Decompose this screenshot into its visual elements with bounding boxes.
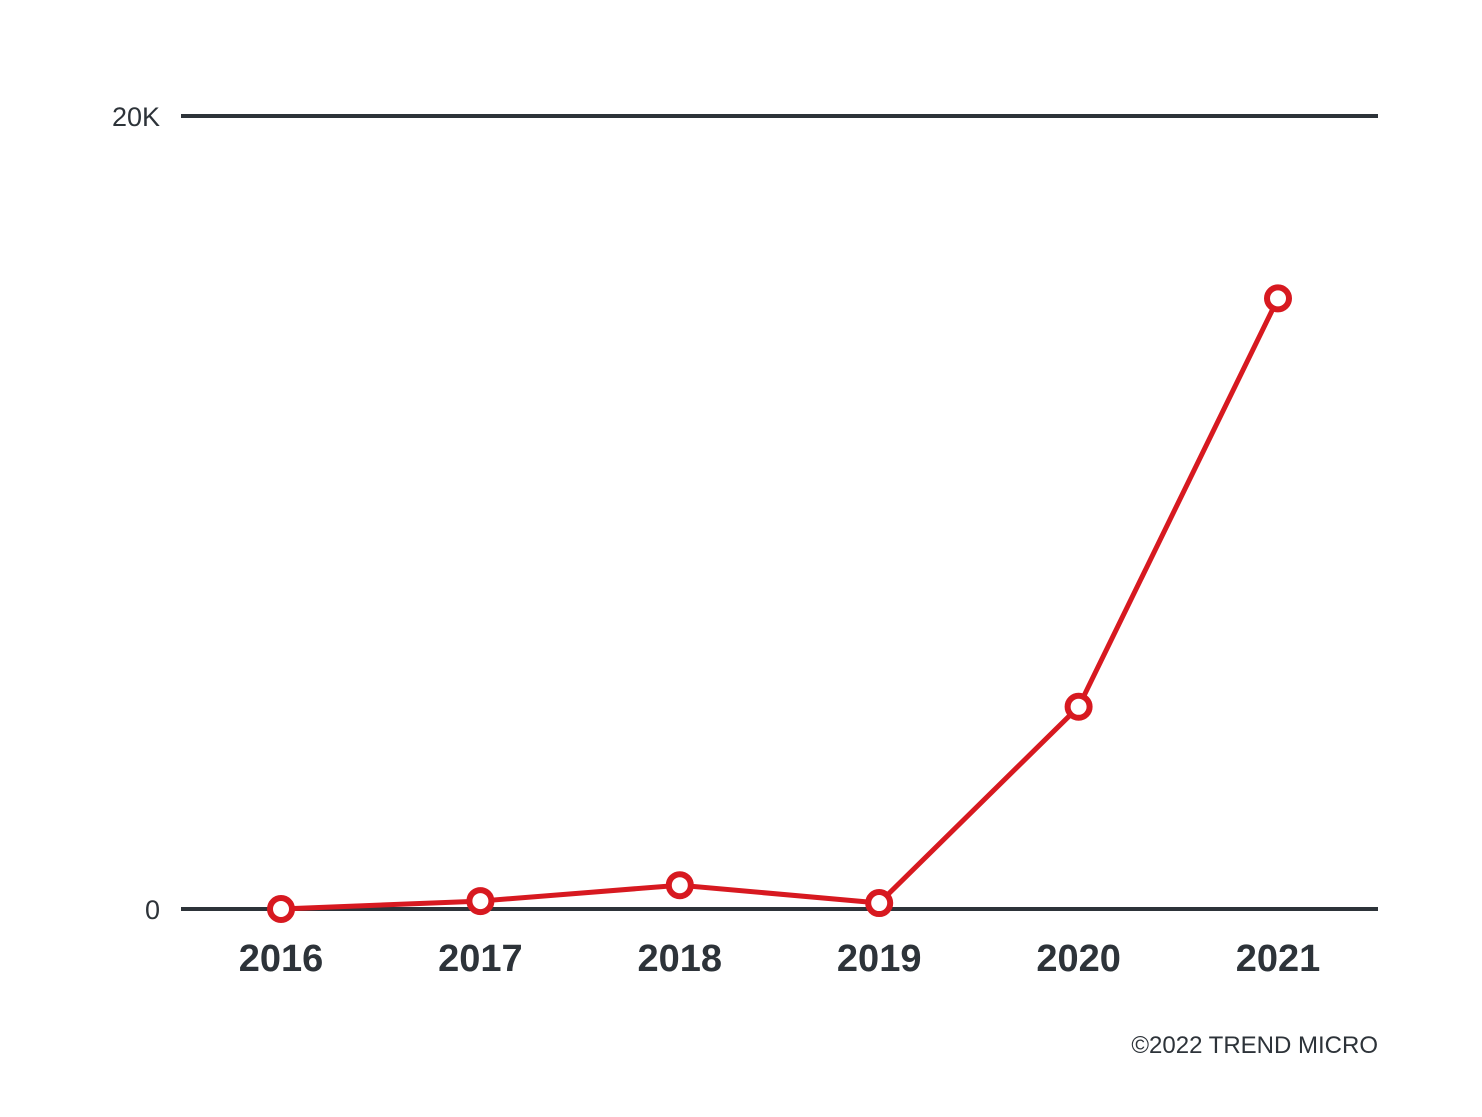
gridlines bbox=[181, 114, 1378, 911]
x-tick-label: 2017 bbox=[438, 938, 523, 980]
data-point-2016 bbox=[267, 895, 295, 923]
data-point-2018 bbox=[665, 871, 694, 900]
x-tick-label: 2020 bbox=[1036, 938, 1121, 980]
data-point-2021 bbox=[1264, 284, 1292, 313]
copyright-credit: ©2022 TREND MICRO bbox=[1131, 1032, 1378, 1059]
x-tick-label: 2016 bbox=[239, 938, 324, 980]
x-tick-label: 2018 bbox=[638, 938, 723, 980]
x-axis-tick-labels: 2016 2017 2018 2019 2020 2021 bbox=[239, 938, 1321, 980]
data-points bbox=[267, 284, 1292, 923]
data-point-2019 bbox=[865, 889, 894, 918]
data-point-2020 bbox=[1064, 692, 1093, 721]
x-tick-label: 2019 bbox=[837, 938, 922, 980]
x-tick-label: 2021 bbox=[1236, 938, 1321, 980]
data-point-2017 bbox=[466, 887, 495, 916]
series-line bbox=[278, 295, 1281, 912]
y-axis-tick-labels: 0 20K bbox=[112, 102, 160, 925]
y-tick-label: 20K bbox=[112, 102, 160, 132]
series bbox=[278, 295, 1281, 912]
y-tick-label: 0 bbox=[145, 895, 160, 925]
